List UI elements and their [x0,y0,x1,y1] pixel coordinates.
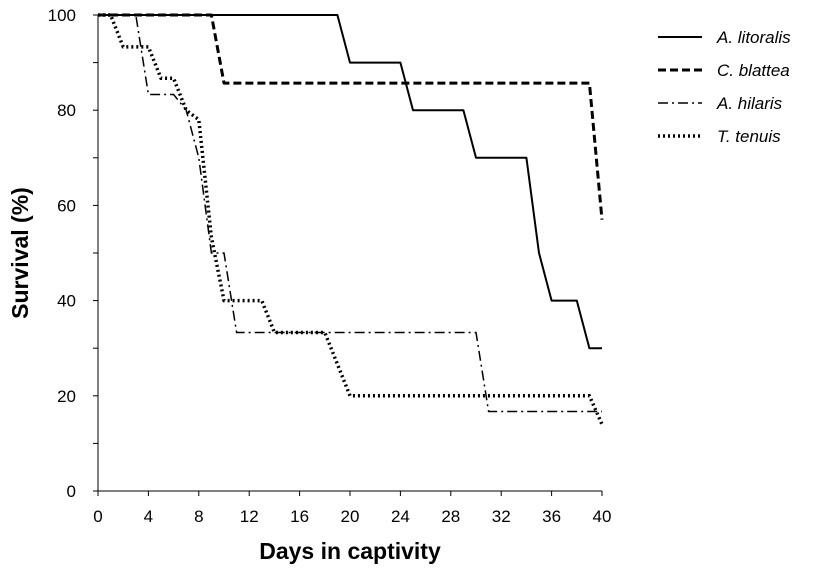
series-lines [98,13,604,426]
y-axis-title: Survival (%) [7,187,33,319]
legend-label: A. litoralis [716,28,791,47]
y-tick-label: 100 [48,6,76,25]
series-line [98,13,604,426]
legend-label: C. blattea [717,61,790,80]
series-line [98,14,602,350]
y-tick-label: 0 [67,482,76,501]
x-tick-label: 28 [441,507,460,526]
legend-label: T. tenuis [717,127,781,146]
x-tick-label: 32 [492,507,511,526]
y-tick-label: 60 [57,196,76,215]
x-tick-label: 4 [144,507,153,526]
x-tick-label: 40 [593,507,612,526]
x-tick-label: 8 [194,507,203,526]
legend: A. litoralis C. blattea A. hilaris T. tenui… [658,28,791,146]
x-tick-label: 0 [93,507,102,526]
legend-label: A. hilaris [716,94,783,113]
x-tick-label: 20 [341,507,360,526]
series-line [98,13,604,220]
x-axis-title: Days in captivity [259,538,441,564]
series-line [98,14,602,413]
x-tick-label: 24 [391,507,410,526]
x-tick-label: 12 [240,507,259,526]
y-tick-label: 80 [57,101,76,120]
y-tick-label: 20 [57,387,76,406]
axes: 0 20 40 60 80 100 0 4 8 12 16 20 24 28 32 36 40 [48,6,612,526]
x-tick-label: 16 [290,507,309,526]
y-tick-label: 40 [57,292,76,311]
x-tick-label: 36 [542,507,561,526]
